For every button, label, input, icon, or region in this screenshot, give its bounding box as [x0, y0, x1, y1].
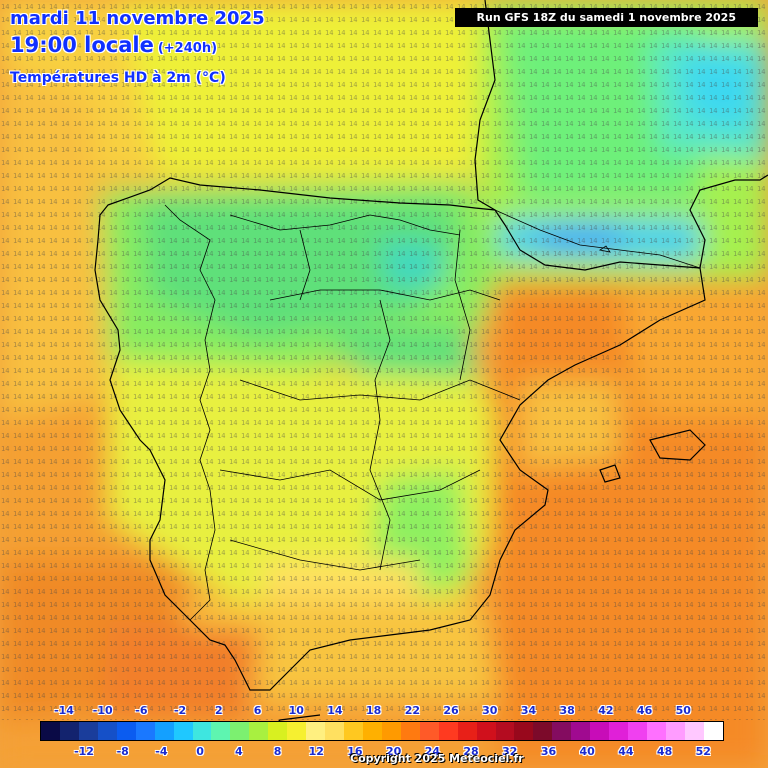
legend-swatch [495, 722, 515, 740]
legend-label-top: 26 [443, 704, 459, 717]
legend-label-bottom: 40 [579, 745, 595, 758]
legend-label-top: 50 [675, 704, 691, 717]
legend-label-bottom: 28 [463, 745, 479, 758]
legend-swatch [78, 722, 98, 740]
legend-swatch [514, 722, 534, 740]
legend-label-bottom: 4 [234, 745, 243, 758]
parameter-title: Températures HD à 2m (°C) [10, 70, 226, 86]
legend-swatch [381, 722, 401, 740]
legend-swatch [590, 722, 610, 740]
forecast-hour: 19:00 locale [10, 33, 154, 57]
forecast-lead: (+240h) [157, 41, 218, 56]
legend-swatch [154, 722, 174, 740]
legend-label-top: 34 [520, 704, 537, 717]
legend-label-bottom: -8 [116, 745, 129, 758]
legend-swatch [476, 722, 496, 740]
legend-swatch [230, 722, 250, 740]
legend-label-bottom: 24 [424, 745, 440, 758]
legend-label-top: 18 [365, 704, 382, 717]
legend-swatch [647, 722, 666, 740]
coastlines [94, 0, 768, 741]
legend-swatch [571, 722, 591, 740]
legend-swatch [116, 722, 136, 740]
legend-label-bottom: 20 [385, 745, 402, 758]
legend-label-top: 30 [482, 704, 498, 717]
legend-label-top: 22 [404, 704, 420, 717]
legend-label-top: 42 [598, 704, 614, 717]
legend-swatch [287, 722, 307, 740]
legend-label-top: 10 [288, 704, 304, 717]
legend-label-top: -2 [173, 704, 187, 717]
legend-swatch [419, 722, 439, 740]
copyright: Copyright 2025 Meteociel.fr [350, 752, 524, 765]
legend-swatch [41, 722, 60, 740]
legend-swatch [249, 722, 269, 740]
legend-label-bottom: -4 [155, 745, 168, 758]
legend-swatch [192, 722, 212, 740]
legend-label-bottom: 12 [308, 745, 324, 758]
legend-label-top: -6 [135, 704, 148, 717]
legend-label-bottom: 44 [618, 745, 634, 758]
legend-label-top: 6 [253, 704, 262, 717]
legend-swatch [344, 722, 363, 740]
legend-label-bottom: 36 [540, 745, 557, 758]
legend-label-top: 14 [327, 704, 343, 717]
legend-swatch [362, 722, 382, 740]
legend-swatch [173, 722, 193, 740]
legend-swatch [135, 722, 155, 740]
borders [164, 204, 701, 621]
legend-label-bottom: 8 [273, 745, 282, 758]
legend-swatch [609, 722, 629, 740]
legend-swatch [665, 722, 685, 740]
legend-label-top: 2 [214, 704, 223, 717]
legend-label-top: -14 [54, 704, 74, 717]
legend-label-bottom: 48 [656, 745, 673, 758]
legend-label-bottom: -12 [74, 745, 94, 758]
legend-swatch [628, 722, 647, 740]
legend-swatch [703, 722, 723, 740]
forecast-time: 19:00 locale (+240h) [10, 33, 217, 57]
legend-swatch [97, 722, 117, 740]
legend-swatch [268, 722, 288, 740]
legend-label-bottom: 16 [347, 745, 363, 758]
legend-swatch [325, 722, 344, 740]
forecast-date: mardi 11 novembre 2025 [10, 8, 265, 29]
legend-swatch [684, 722, 704, 740]
legend-swatch [457, 722, 477, 740]
legend-label-bottom: 32 [502, 745, 518, 758]
legend-swatch [59, 722, 79, 740]
legend-swatch [533, 722, 553, 740]
color-legend [40, 721, 724, 741]
legend-swatch [211, 722, 231, 740]
run-info: Run GFS 18Z du samedi 1 novembre 2025 [454, 8, 758, 27]
legend-label-top: -10 [92, 704, 113, 717]
legend-label-top: 46 [636, 704, 653, 717]
value-grid [0, 0, 768, 720]
legend-label-top: 38 [559, 704, 575, 717]
legend-label-bottom: 0 [196, 745, 204, 758]
legend-label-bottom: 52 [695, 745, 711, 758]
legend-swatch [400, 722, 420, 740]
legend-swatch [552, 722, 572, 740]
legend-swatch [438, 722, 458, 740]
legend-swatch [306, 722, 326, 740]
